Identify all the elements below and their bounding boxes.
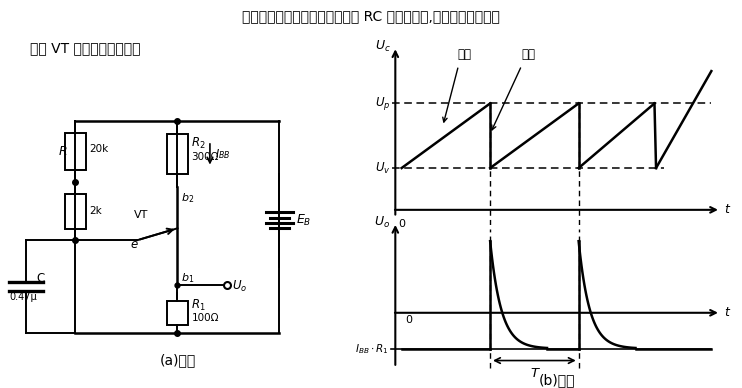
Text: e: e — [131, 238, 138, 251]
Text: $U_o$: $U_o$ — [232, 279, 247, 294]
Text: $E_B$: $E_B$ — [297, 213, 312, 228]
Text: 0: 0 — [398, 219, 405, 229]
Text: (a)电路: (a)电路 — [160, 353, 196, 367]
Text: $U_p$: $U_p$ — [375, 95, 390, 112]
Text: 2k: 2k — [89, 206, 102, 216]
Text: VT: VT — [134, 210, 148, 220]
Bar — [167, 134, 188, 174]
Text: $R_2$: $R_2$ — [191, 136, 206, 151]
Text: T: T — [531, 367, 539, 379]
Text: $b_2$: $b_2$ — [181, 191, 194, 205]
Text: $R_1$: $R_1$ — [191, 298, 206, 313]
Text: $U_o$: $U_o$ — [375, 215, 390, 230]
Text: R: R — [59, 145, 67, 158]
Text: $I_{BB}$: $I_{BB}$ — [214, 147, 230, 161]
Bar — [65, 194, 86, 229]
Text: $U_c$: $U_c$ — [375, 39, 390, 54]
Bar — [65, 133, 86, 170]
Text: $t$: $t$ — [724, 306, 732, 319]
Text: 20k: 20k — [89, 144, 108, 154]
Text: 利用单结半导体管的上述特性和 RC 充放电电路,可以组成振荡电路: 利用单结半导体管的上述特性和 RC 充放电电路,可以组成振荡电路 — [242, 10, 500, 24]
Text: 放电: 放电 — [521, 48, 535, 61]
Text: 充电: 充电 — [458, 48, 472, 61]
Text: C: C — [37, 272, 45, 285]
Text: 0.47μ: 0.47μ — [9, 292, 36, 302]
Bar — [167, 301, 188, 325]
Text: 0: 0 — [405, 315, 412, 325]
Text: 100Ω: 100Ω — [191, 313, 219, 323]
Text: (b)波形: (b)波形 — [538, 373, 575, 387]
Text: $U_v$: $U_v$ — [375, 161, 390, 176]
Text: 300Ω: 300Ω — [191, 152, 219, 162]
Text: $t$: $t$ — [724, 203, 732, 217]
Text: 其中 VT 为单结半导体管。: 其中 VT 为单结半导体管。 — [30, 41, 140, 55]
Text: $I_{BB}\cdot R_1$: $I_{BB}\cdot R_1$ — [355, 342, 389, 355]
Text: $b_1$: $b_1$ — [181, 272, 194, 286]
